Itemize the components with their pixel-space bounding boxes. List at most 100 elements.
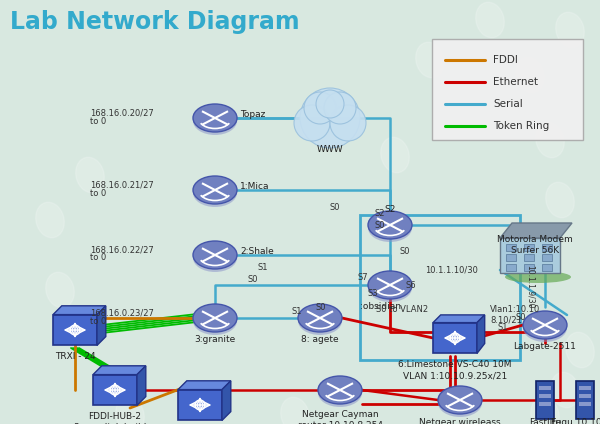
Circle shape xyxy=(294,105,330,141)
FancyBboxPatch shape xyxy=(432,39,583,140)
Text: S0: S0 xyxy=(374,220,385,229)
Text: S2: S2 xyxy=(375,209,385,218)
Bar xyxy=(539,394,551,398)
Ellipse shape xyxy=(193,104,237,132)
Ellipse shape xyxy=(116,397,145,424)
FancyBboxPatch shape xyxy=(524,264,534,271)
Ellipse shape xyxy=(193,304,237,332)
Circle shape xyxy=(316,90,344,118)
Text: S0 to VLAN2: S0 to VLAN2 xyxy=(376,306,428,315)
FancyBboxPatch shape xyxy=(542,244,552,251)
Text: S0: S0 xyxy=(330,203,341,212)
Text: 6:Limestone VS-C40 10M
VLAN 1:10.10.9.25x/21: 6:Limestone VS-C40 10M VLAN 1:10.10.9.25… xyxy=(398,360,512,380)
Text: S6: S6 xyxy=(405,281,416,290)
Text: S1: S1 xyxy=(257,263,268,273)
Text: 2:Shale: 2:Shale xyxy=(240,247,274,256)
Polygon shape xyxy=(222,381,231,421)
FancyBboxPatch shape xyxy=(542,254,552,261)
Text: 168.16.0.23/27: 168.16.0.23/27 xyxy=(90,309,154,318)
Text: to 0: to 0 xyxy=(90,254,106,262)
Text: Ethernet: Ethernet xyxy=(493,77,538,87)
Text: :obsidian: :obsidian xyxy=(360,302,401,311)
Text: Motorola Modem
Surfer 56K: Motorola Modem Surfer 56K xyxy=(497,235,573,255)
Ellipse shape xyxy=(76,157,104,193)
Text: Lab Network Diagram: Lab Network Diagram xyxy=(10,10,299,34)
Ellipse shape xyxy=(438,386,482,414)
FancyBboxPatch shape xyxy=(524,254,534,261)
Text: Vlan1:10.10: Vlan1:10.10 xyxy=(490,306,540,315)
Polygon shape xyxy=(433,323,477,353)
Ellipse shape xyxy=(368,274,412,302)
Ellipse shape xyxy=(193,107,237,135)
FancyBboxPatch shape xyxy=(500,238,560,273)
Text: S1: S1 xyxy=(292,307,302,316)
Text: Fugu 10.10.8.4: Fugu 10.10.8.4 xyxy=(551,418,600,424)
Text: to 0: to 0 xyxy=(90,117,106,126)
Ellipse shape xyxy=(523,311,567,339)
Polygon shape xyxy=(93,366,146,374)
Text: Serial: Serial xyxy=(493,99,523,109)
Polygon shape xyxy=(93,374,137,405)
Circle shape xyxy=(300,88,360,148)
Text: S0: S0 xyxy=(316,302,326,312)
Ellipse shape xyxy=(416,42,445,78)
FancyBboxPatch shape xyxy=(524,244,534,251)
Ellipse shape xyxy=(556,12,584,48)
Ellipse shape xyxy=(476,2,505,38)
FancyBboxPatch shape xyxy=(506,254,516,261)
Text: 168.16.0.22/27: 168.16.0.22/27 xyxy=(90,245,154,254)
Text: 10.1.1.10/30: 10.1.1.10/30 xyxy=(425,265,478,274)
Text: S1: S1 xyxy=(497,324,508,332)
Ellipse shape xyxy=(318,376,362,404)
Ellipse shape xyxy=(545,182,574,218)
Text: Topaz: Topaz xyxy=(240,110,265,119)
FancyBboxPatch shape xyxy=(542,264,552,271)
Text: Fastlife
10.10.8.3: Fastlife 10.10.8.3 xyxy=(523,418,566,424)
Text: Netgear Cayman
router 10.10.8.254: Netgear Cayman router 10.10.8.254 xyxy=(298,410,383,424)
Polygon shape xyxy=(477,315,485,353)
Bar xyxy=(579,402,591,406)
Text: S0: S0 xyxy=(515,312,526,321)
Ellipse shape xyxy=(530,397,559,424)
Text: TRXI - 24: TRXI - 24 xyxy=(55,352,95,361)
Text: 3:granite: 3:granite xyxy=(194,335,236,344)
Text: 168.16.0.21/27: 168.16.0.21/27 xyxy=(90,181,154,190)
Text: S7: S7 xyxy=(357,273,368,282)
Ellipse shape xyxy=(515,57,544,93)
Bar xyxy=(579,386,591,390)
Text: WWW: WWW xyxy=(317,145,343,154)
Text: 10.1.1.9/30: 10.1.1.9/30 xyxy=(526,265,535,309)
Polygon shape xyxy=(137,366,146,405)
Ellipse shape xyxy=(298,307,342,335)
Text: 8: agete: 8: agete xyxy=(301,335,339,344)
Text: 168.16.0.20/27: 168.16.0.20/27 xyxy=(90,109,154,117)
Ellipse shape xyxy=(193,176,237,204)
Circle shape xyxy=(330,105,366,141)
Ellipse shape xyxy=(438,389,482,417)
Text: S2: S2 xyxy=(385,205,395,214)
Text: FDDI: FDDI xyxy=(493,55,518,65)
Ellipse shape xyxy=(536,122,565,158)
Ellipse shape xyxy=(35,202,64,238)
Text: 1:Mica: 1:Mica xyxy=(240,182,269,191)
Ellipse shape xyxy=(281,397,310,424)
Text: FDDI-HUB-2
3 com link builder: FDDI-HUB-2 3 com link builder xyxy=(74,412,156,424)
Ellipse shape xyxy=(193,307,237,335)
Polygon shape xyxy=(53,306,106,315)
Text: S0: S0 xyxy=(248,276,259,285)
Ellipse shape xyxy=(193,179,237,207)
Polygon shape xyxy=(433,315,485,323)
FancyBboxPatch shape xyxy=(506,264,516,271)
Text: S0: S0 xyxy=(400,248,410,257)
Ellipse shape xyxy=(298,304,342,332)
Polygon shape xyxy=(500,223,572,238)
Text: to 0: to 0 xyxy=(90,189,106,198)
Text: Netgear wireleass
router 10.10.9.254: Netgear wireleass router 10.10.9.254 xyxy=(418,418,503,424)
FancyBboxPatch shape xyxy=(506,244,516,251)
Text: to 0: to 0 xyxy=(90,316,106,326)
Text: Labgate-2511: Labgate-2511 xyxy=(514,342,577,351)
Ellipse shape xyxy=(368,211,412,239)
Polygon shape xyxy=(178,381,231,390)
FancyBboxPatch shape xyxy=(536,381,554,419)
Polygon shape xyxy=(53,315,97,346)
